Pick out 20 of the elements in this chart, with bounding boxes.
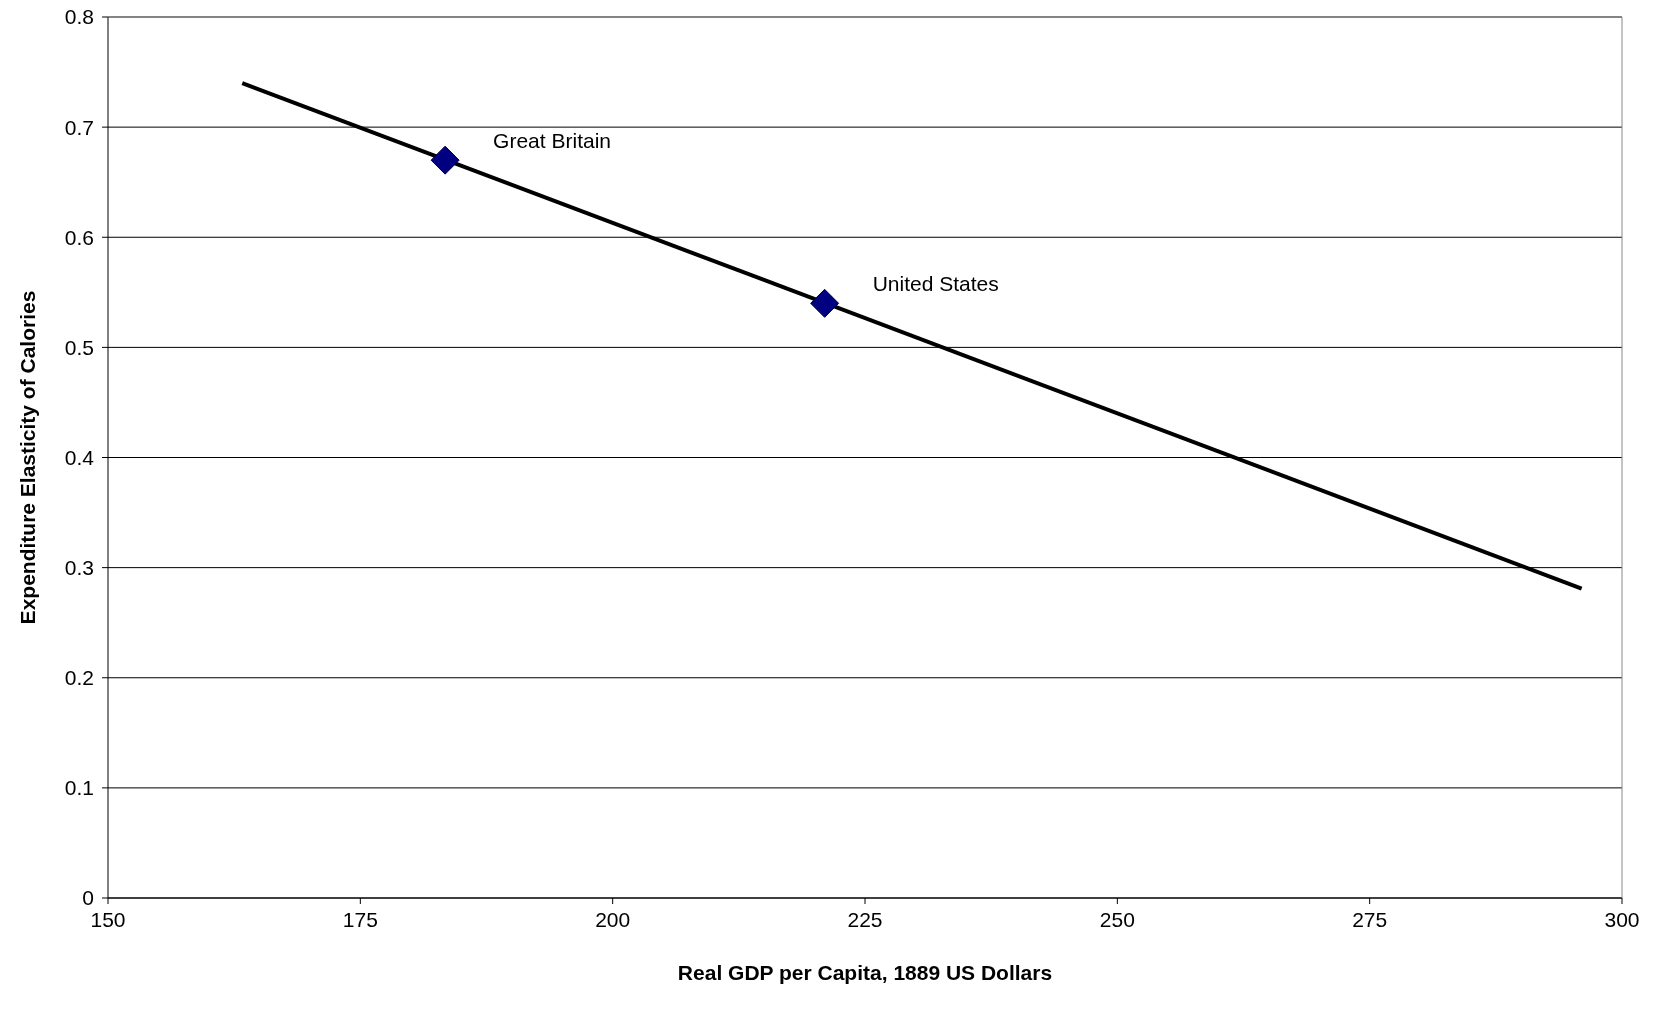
y-tick-label: 0.4 [64,445,95,469]
y-axis-title: Expenditure Elasticity of Calories [16,290,40,625]
y-tick-label: 0.3 [64,556,94,580]
x-tick-label: 150 [90,907,126,931]
x-tick-label: 225 [847,907,883,931]
y-tick-label: 0.5 [64,335,94,359]
x-tick-label: 250 [1099,907,1135,931]
annotation: United States [872,272,999,296]
annotation: Great Britain [493,129,612,153]
y-tick-label: 0.6 [64,225,94,249]
x-tick-label: 275 [1352,907,1388,931]
y-tick-label: 0 [82,886,94,910]
y-tick-label: 0.2 [64,666,94,690]
y-tick-label: 0.1 [64,776,94,800]
y-tick-label: 0.8 [64,5,94,29]
y-tick-label: 0.7 [64,115,94,139]
x-tick-label: 200 [595,907,631,931]
x-axis-title: Real GDP per Capita, 1889 US Dollars [677,961,1053,984]
x-tick-label: 175 [342,907,378,931]
x-tick-label: 300 [1604,907,1640,931]
